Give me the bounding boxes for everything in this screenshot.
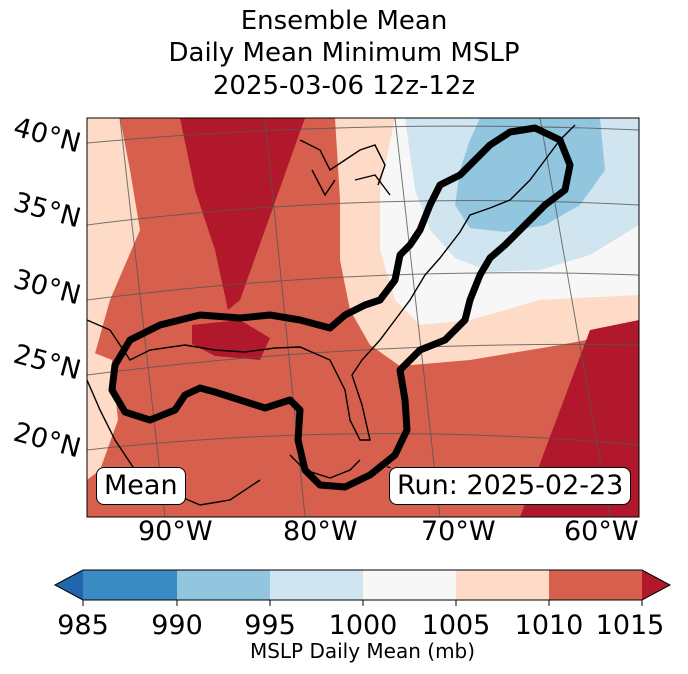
title-line-3: 2025-03-06 12z-12z: [212, 71, 476, 101]
colorbar: 985 990 995 1000 1005 1010 1015: [53, 569, 672, 641]
colorbar-tick-1015: 1015: [596, 610, 665, 641]
colorbar-swatch-1000-1005: [363, 570, 456, 600]
title-line-1: Ensemble Mean: [240, 6, 448, 36]
colorbar-extend-low: [55, 570, 83, 600]
probability-contour: [108, 124, 574, 491]
lat-label-40: 40°N: [10, 112, 84, 160]
colorbar-tick-1005: 1005: [422, 610, 491, 641]
lon-label-60w: 60°W: [564, 516, 639, 547]
mean-label-box: Mean: [96, 467, 186, 505]
colorbar-tick-990: 990: [151, 610, 203, 641]
lon-label-70w: 70°W: [421, 516, 496, 547]
colorbar-label: MSLP Daily Mean (mb): [249, 639, 476, 663]
colorbar-tick-995: 995: [244, 610, 296, 641]
colorbar-swatch-1005-1010: [456, 570, 549, 600]
lat-label-25: 25°N: [10, 339, 84, 387]
colorbar-swatch-995-1000: [270, 570, 363, 600]
lat-label-20: 20°N: [10, 417, 84, 465]
lon-label-80w: 80°W: [283, 516, 358, 547]
lat-label-30: 30°N: [10, 264, 84, 312]
title-line-2: Daily Mean Minimum MSLP: [168, 38, 520, 68]
coastlines: [87, 124, 576, 506]
colorbar-swatch-1010-1015: [549, 570, 642, 600]
colorbar-swatch-985-990: [83, 570, 177, 600]
field-1010-central-ridge: [180, 118, 305, 310]
colorbar-tick-1000: 1000: [329, 610, 398, 641]
lon-label-90w: 90°W: [138, 516, 213, 547]
map-frame: [86, 117, 640, 518]
colorbar-tick-1010: 1010: [515, 610, 584, 641]
colorbar-tick-985: 985: [57, 610, 109, 641]
graticule: [87, 118, 639, 517]
colorbar-tick-marks: [82, 600, 643, 606]
map-area: [87, 118, 639, 517]
field-1005-west: [87, 118, 140, 380]
lat-label-35: 35°N: [10, 187, 84, 235]
colorbar-swatch-990-995: [177, 570, 270, 600]
run-date-label-box: Run: 2025-02-23: [389, 467, 632, 505]
colorbar-extend-high: [642, 570, 670, 600]
